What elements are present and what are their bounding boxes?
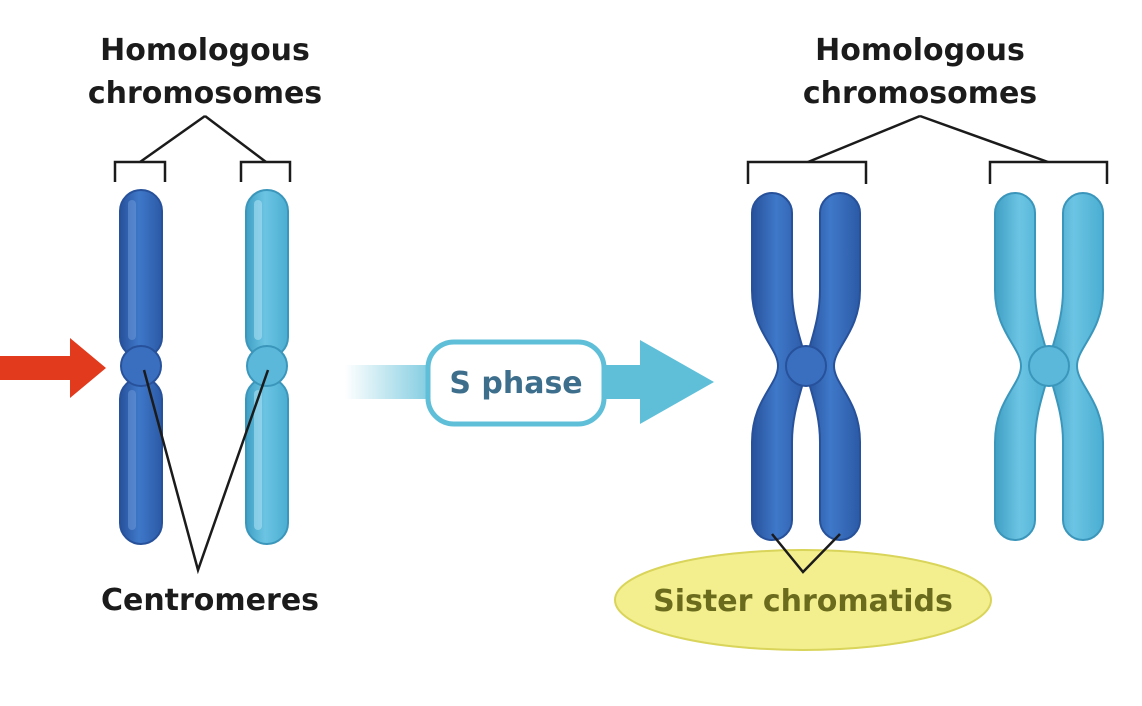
right-homologous-label-line2: chromosomes: [803, 76, 1037, 111]
centromere-pointer-lines: [142, 369, 270, 575]
left-light-centromere: [246, 345, 288, 387]
sister-chromatids-ellipse: [614, 549, 992, 651]
right-dark-centromere: [785, 345, 827, 387]
right-light-replicated-chromosome: [994, 192, 1104, 541]
red-pointer-arrow: [0, 338, 106, 398]
right-dark-replicated-chromosome: [751, 192, 861, 541]
left-homologous-bracket: [113, 114, 292, 182]
s-phase-label: S phase: [449, 366, 582, 401]
s-phase-arrow: S phase: [345, 339, 714, 427]
right-homologous-bracket: [746, 114, 1109, 184]
left-homologous-label-line1: Homologous: [100, 33, 310, 68]
s-phase-box: [425, 339, 607, 427]
left-dark-chromosome: [119, 189, 163, 545]
left-light-chromosome: [245, 189, 289, 545]
light-chromatid-left: [994, 192, 1051, 541]
sister-chromatids-label: Sister chromatids: [653, 584, 953, 619]
centromeres-label: Centromeres: [101, 583, 319, 618]
left-dark-centromere: [120, 345, 162, 387]
dark-chromatid-left: [751, 192, 808, 541]
sister-chromatids-pointer: [771, 533, 841, 574]
right-homologous-label-line1: Homologous: [815, 33, 1025, 68]
right-light-centromere: [1028, 345, 1070, 387]
left-homologous-label-line2: chromosomes: [88, 76, 322, 111]
